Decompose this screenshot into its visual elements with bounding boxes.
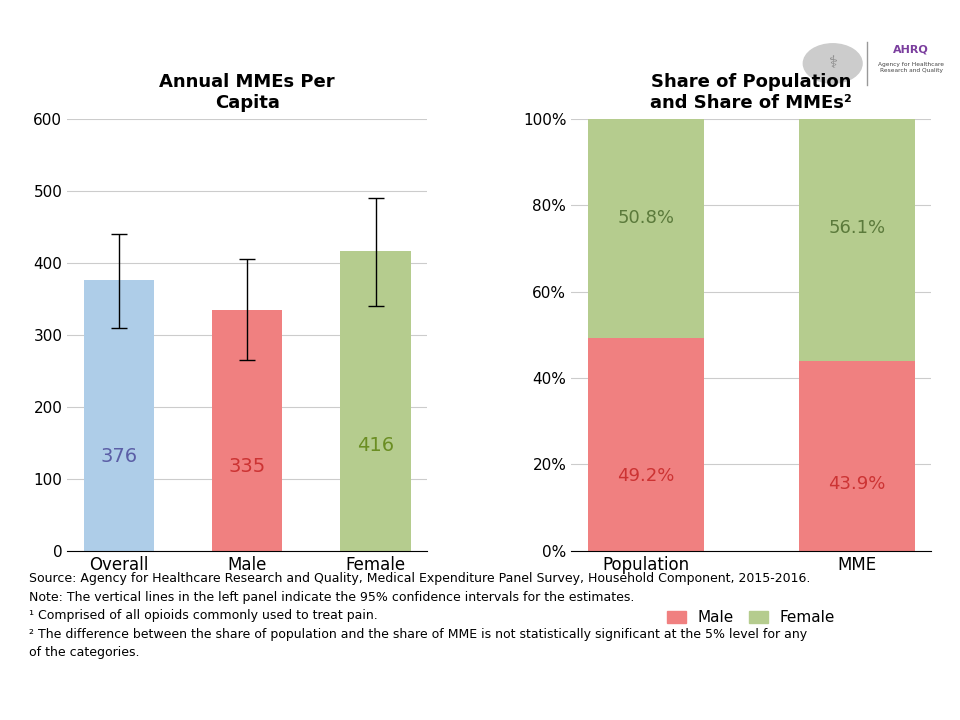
- Bar: [212, 310, 282, 551]
- Text: 43.9%: 43.9%: [828, 475, 885, 493]
- Text: 49.2%: 49.2%: [617, 467, 674, 485]
- Bar: [799, 361, 915, 551]
- Text: 56.1%: 56.1%: [828, 219, 885, 237]
- Bar: [588, 119, 704, 338]
- Title: Annual MMEs Per
Capita: Annual MMEs Per Capita: [159, 73, 335, 112]
- Bar: [84, 280, 155, 551]
- Text: 376: 376: [100, 446, 137, 466]
- Bar: [340, 251, 411, 551]
- Text: 335: 335: [228, 457, 266, 476]
- Ellipse shape: [764, 11, 944, 208]
- Text: Agency for Healthcare
Research and Quality: Agency for Healthcare Research and Quali…: [878, 62, 944, 73]
- Text: 50.8%: 50.8%: [617, 209, 674, 227]
- Text: Figure 1a: Annual Morphine Milligram Equivalents (MMEs) of outpatient prescripti: Figure 1a: Annual Morphine Milligram Equ…: [30, 27, 777, 78]
- Text: 416: 416: [357, 436, 395, 456]
- Bar: [799, 119, 915, 361]
- Text: AHRQ: AHRQ: [893, 44, 929, 54]
- Text: ⚕: ⚕: [828, 55, 837, 73]
- Title: Share of Population
and Share of MMEs²: Share of Population and Share of MMEs²: [650, 73, 852, 112]
- Circle shape: [804, 44, 862, 84]
- Bar: [588, 338, 704, 551]
- Text: Source: Agency for Healthcare Research and Quality, Medical Expenditure Panel Su: Source: Agency for Healthcare Research a…: [29, 572, 810, 660]
- Legend: Male, Female: Male, Female: [667, 611, 835, 625]
